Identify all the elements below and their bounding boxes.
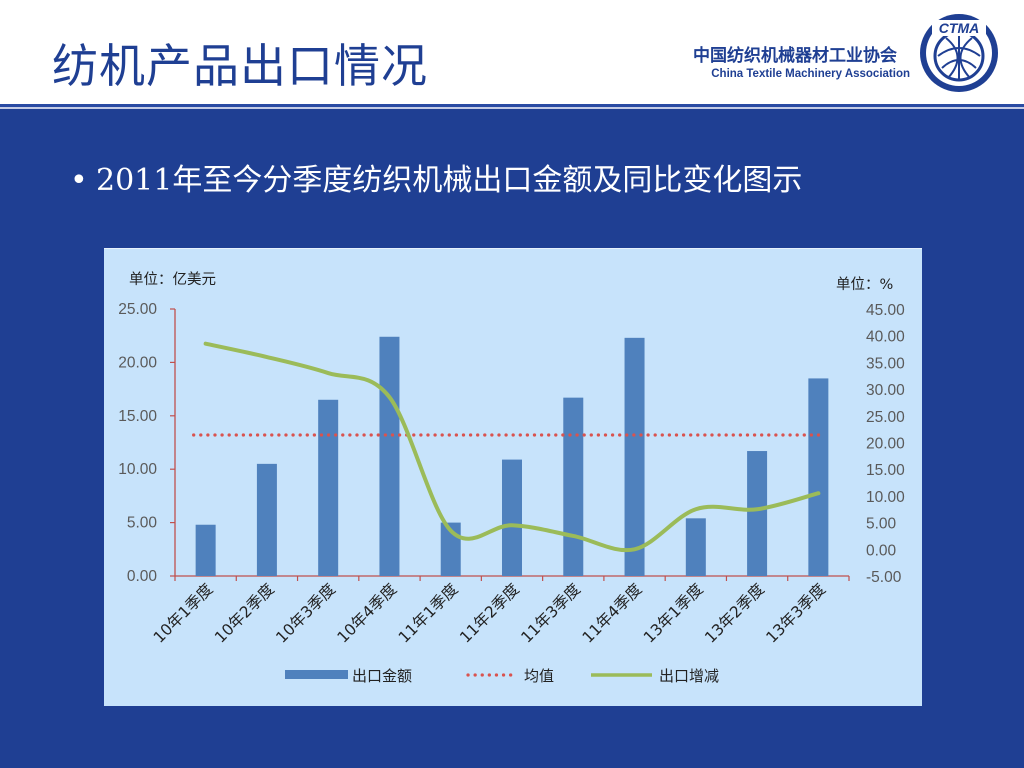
svg-text:CTMA: CTMA (939, 20, 979, 36)
x-category-label: 10年4季度 (334, 580, 401, 647)
y-left-tick-label: 25.00 (118, 301, 157, 318)
slide-header: 纺机产品出口情况 中国纺织机械器材工业协会 China Textile Mach… (0, 0, 1024, 104)
x-category-label: 11年3季度 (518, 580, 585, 647)
bar-exports (563, 397, 584, 576)
legend-label-exports: 出口金额 (352, 667, 412, 685)
bar-exports (747, 451, 768, 576)
bar-exports (318, 399, 339, 576)
header-divider-light (0, 107, 1024, 109)
y-right-tick-label: 0.00 (866, 542, 897, 559)
bar-exports (685, 518, 706, 576)
x-category-label: 11年2季度 (456, 580, 523, 647)
right-unit-label: 单位：% (836, 276, 893, 293)
x-category-label: 13年1季度 (640, 580, 707, 647)
y-right-tick-label: 15.00 (866, 462, 905, 479)
bullet-item: • 2011年至今分季度纺织机械出口金额及同比变化图示 (70, 155, 802, 199)
growth-line (203, 341, 821, 553)
bar-exports (256, 463, 277, 576)
y-left-tick-label: 0.00 (127, 568, 158, 585)
org-name-en: China Textile Machinery Association (711, 68, 910, 80)
bar-exports (808, 378, 829, 576)
y-right-tick-label: 20.00 (866, 436, 905, 453)
bar-exports (502, 459, 522, 576)
x-category-label: 13年3季度 (763, 580, 830, 647)
y-right-tick-label: 10.00 (866, 489, 905, 506)
y-right-tick-label: 35.00 (866, 355, 905, 372)
page-title: 纺机产品出口情况 (52, 39, 428, 93)
bullet-dot: • (70, 163, 88, 198)
x-category-label: 13年2季度 (701, 580, 768, 647)
legend: 出口金额 均值 出口增减 (285, 667, 719, 685)
bar-exports (195, 524, 216, 576)
y-left-tick-label: 5.00 (127, 515, 158, 532)
y-right-tick-label: 5.00 (866, 516, 897, 533)
org-name-cn: 中国纺织机械器材工业协会 (693, 46, 897, 66)
y-right-tick-label: 45.00 (866, 302, 905, 319)
legend-label-growth: 出口增减 (659, 667, 719, 685)
bar-exports (624, 337, 645, 576)
y-right-tick-label: -5.00 (866, 569, 902, 586)
bar-exports (379, 336, 400, 576)
x-category-label: 10年1季度 (150, 580, 217, 647)
x-category-label: 10年3季度 (272, 580, 339, 647)
legend-label-average: 均值 (524, 667, 554, 685)
y-left-tick-label: 20.00 (118, 354, 157, 371)
y-right-tick-label: 40.00 (866, 329, 905, 346)
export-chart: 单位：亿美元 单位：% 0.00 5.00 10.00 15.00 20.00 25.00… (118, 271, 905, 685)
y-left-tick-label: 10.00 (118, 461, 157, 478)
y-right-tick-label: 30.00 (866, 382, 905, 399)
y-right-tick-label: 25.00 (866, 409, 905, 426)
legend-swatch-exports (285, 670, 348, 679)
x-category-label: 10年2季度 (211, 580, 278, 647)
ctma-logo: CTMA (920, 14, 998, 92)
header-divider (0, 104, 1024, 107)
left-unit-label: 单位：亿美元 (129, 271, 216, 288)
x-category-label: 11年4季度 (579, 580, 646, 647)
bullet-text: 2011年至今分季度纺织机械出口金额及同比变化图示 (96, 163, 803, 198)
x-category-label: 11年1季度 (395, 580, 462, 647)
chart-panel: 单位：亿美元 单位：% 0.00 5.00 10.00 15.00 20.00 25.00… (104, 248, 922, 706)
y-left-tick-label: 15.00 (118, 408, 157, 425)
